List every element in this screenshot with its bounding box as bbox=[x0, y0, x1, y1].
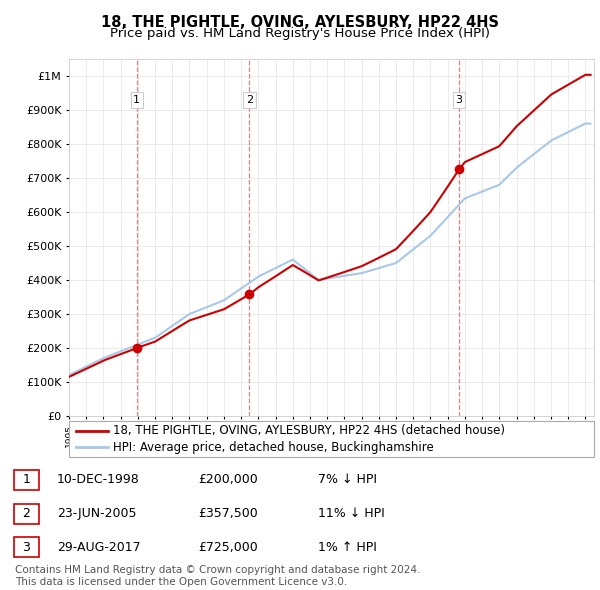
Text: 1% ↑ HPI: 1% ↑ HPI bbox=[318, 540, 377, 554]
Text: £725,000: £725,000 bbox=[198, 540, 258, 554]
Text: 10-DEC-1998: 10-DEC-1998 bbox=[57, 473, 140, 487]
Text: 2: 2 bbox=[246, 95, 253, 105]
Text: 3: 3 bbox=[455, 95, 463, 105]
Text: £200,000: £200,000 bbox=[198, 473, 258, 487]
Text: HPI: Average price, detached house, Buckinghamshire: HPI: Average price, detached house, Buck… bbox=[113, 441, 434, 454]
Text: 11% ↓ HPI: 11% ↓ HPI bbox=[318, 507, 385, 520]
Text: 18, THE PIGHTLE, OVING, AYLESBURY, HP22 4HS: 18, THE PIGHTLE, OVING, AYLESBURY, HP22 … bbox=[101, 15, 499, 30]
Text: 29-AUG-2017: 29-AUG-2017 bbox=[57, 540, 140, 554]
Text: £357,500: £357,500 bbox=[198, 507, 258, 520]
Text: 23-JUN-2005: 23-JUN-2005 bbox=[57, 507, 137, 520]
Text: 3: 3 bbox=[22, 540, 31, 554]
Text: 2: 2 bbox=[22, 507, 31, 520]
Text: Contains HM Land Registry data © Crown copyright and database right 2024.
This d: Contains HM Land Registry data © Crown c… bbox=[15, 565, 421, 587]
Text: 1: 1 bbox=[22, 473, 31, 487]
Text: 7% ↓ HPI: 7% ↓ HPI bbox=[318, 473, 377, 487]
Text: 1: 1 bbox=[133, 95, 140, 105]
Text: 18, THE PIGHTLE, OVING, AYLESBURY, HP22 4HS (detached house): 18, THE PIGHTLE, OVING, AYLESBURY, HP22 … bbox=[113, 424, 505, 437]
Text: Price paid vs. HM Land Registry's House Price Index (HPI): Price paid vs. HM Land Registry's House … bbox=[110, 27, 490, 40]
